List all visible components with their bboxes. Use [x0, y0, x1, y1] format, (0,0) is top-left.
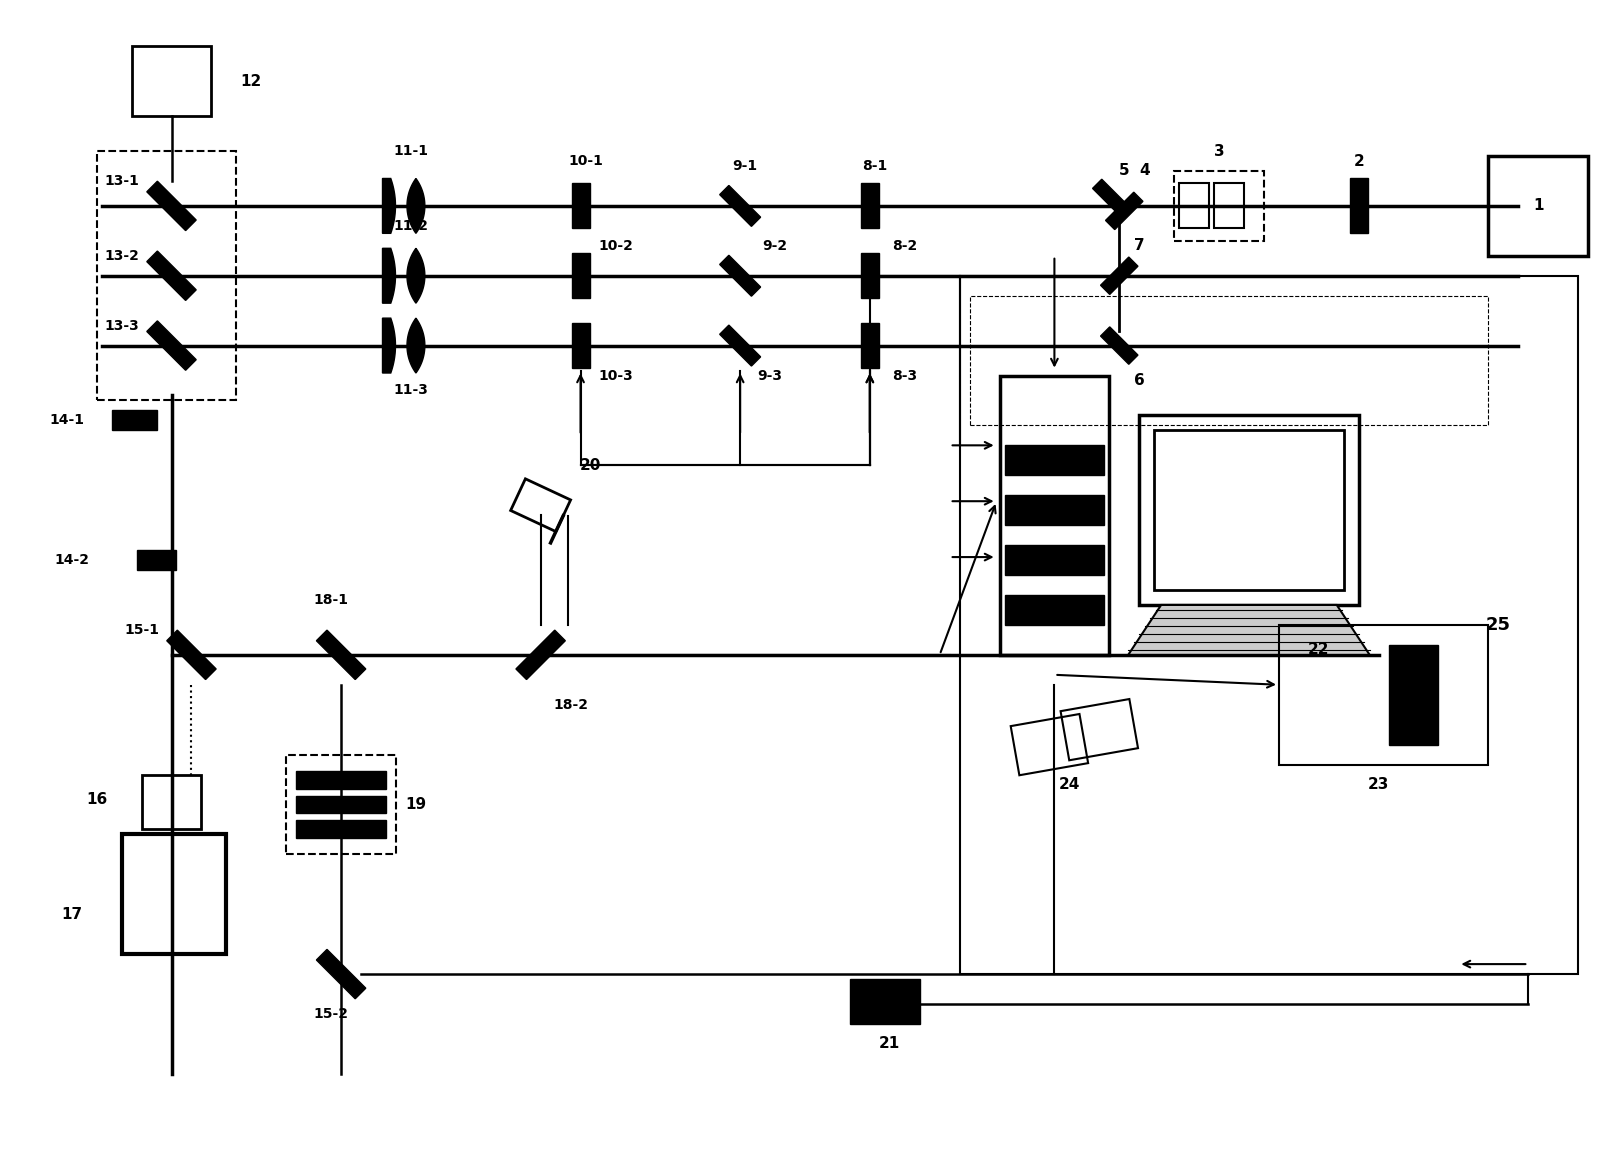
Bar [111, 410, 156, 430]
Polygon shape [383, 248, 396, 303]
Text: 22: 22 [1307, 643, 1330, 657]
Polygon shape [167, 630, 216, 679]
Text: 1: 1 [1533, 199, 1544, 214]
Text: 5: 5 [1119, 163, 1130, 179]
Bar [1174, 172, 1264, 241]
Bar [1214, 183, 1245, 228]
Bar [142, 774, 201, 830]
Bar [1000, 376, 1109, 654]
Bar [132, 46, 211, 116]
Text: 9-1: 9-1 [733, 159, 758, 173]
Polygon shape [147, 251, 196, 301]
Bar [572, 183, 589, 228]
Text: 23: 23 [1368, 777, 1389, 792]
Text: 4: 4 [1138, 163, 1150, 179]
Bar [861, 183, 879, 228]
Text: 18-2: 18-2 [554, 698, 588, 712]
Bar [1154, 430, 1344, 590]
Bar [296, 771, 386, 788]
Text: 14-2: 14-2 [55, 553, 89, 568]
Bar [861, 254, 879, 298]
Text: 10-2: 10-2 [597, 239, 633, 253]
Polygon shape [1093, 180, 1130, 216]
Bar [1005, 545, 1104, 575]
Bar [1179, 183, 1209, 228]
Text: 15-2: 15-2 [314, 1007, 349, 1021]
Bar [1388, 645, 1438, 745]
Text: 20: 20 [580, 458, 601, 472]
Text: 2: 2 [1354, 154, 1364, 168]
Text: 6: 6 [1133, 372, 1145, 388]
Polygon shape [1101, 257, 1138, 295]
Text: 10-1: 10-1 [568, 154, 604, 168]
Polygon shape [407, 179, 425, 234]
Bar [137, 550, 177, 570]
Polygon shape [720, 255, 760, 296]
Bar [287, 754, 396, 854]
Text: 19: 19 [406, 797, 427, 812]
Text: 16: 16 [85, 792, 108, 807]
Text: 13-3: 13-3 [105, 318, 138, 333]
Bar [97, 152, 237, 401]
Polygon shape [1106, 193, 1143, 229]
Bar [296, 820, 386, 839]
Text: 13-1: 13-1 [105, 174, 138, 188]
Polygon shape [1101, 327, 1138, 364]
Text: 12: 12 [240, 74, 262, 88]
Bar [1005, 595, 1104, 625]
Polygon shape [407, 318, 425, 372]
Text: 3: 3 [1214, 143, 1224, 159]
Bar [1140, 416, 1359, 605]
Bar [1488, 156, 1587, 256]
Polygon shape [383, 179, 396, 234]
Polygon shape [720, 325, 760, 367]
Bar [1278, 625, 1488, 765]
Bar [861, 323, 879, 368]
Polygon shape [317, 949, 365, 999]
Bar [122, 834, 227, 954]
Polygon shape [515, 630, 565, 679]
Bar [1005, 445, 1104, 475]
Bar [969, 296, 1488, 425]
Text: 11-1: 11-1 [393, 145, 428, 157]
Text: 7: 7 [1133, 239, 1145, 254]
Text: 8-1: 8-1 [863, 159, 887, 173]
Text: 13-2: 13-2 [105, 249, 138, 263]
Polygon shape [147, 321, 196, 370]
Text: 17: 17 [61, 907, 82, 921]
Text: 8-3: 8-3 [892, 369, 918, 383]
Polygon shape [147, 181, 196, 230]
Text: 10-3: 10-3 [597, 369, 633, 383]
Bar [296, 795, 386, 813]
Polygon shape [407, 248, 425, 303]
Text: 9-2: 9-2 [763, 239, 787, 253]
Bar [572, 254, 589, 298]
Bar [572, 323, 589, 368]
Bar [850, 979, 919, 1023]
Polygon shape [383, 318, 396, 372]
Text: 21: 21 [879, 1036, 900, 1052]
Polygon shape [317, 630, 365, 679]
Polygon shape [720, 186, 760, 227]
Text: 11-3: 11-3 [393, 383, 428, 397]
Bar [1349, 179, 1367, 234]
Text: 11-2: 11-2 [393, 219, 428, 233]
Text: 9-3: 9-3 [758, 369, 782, 383]
Text: 8-2: 8-2 [892, 239, 918, 253]
Text: 14-1: 14-1 [50, 414, 84, 428]
Text: 25: 25 [1486, 616, 1510, 633]
Text: 15-1: 15-1 [124, 623, 159, 637]
Bar [1005, 495, 1104, 525]
Text: 18-1: 18-1 [314, 593, 349, 607]
Text: 24: 24 [1059, 777, 1080, 792]
Polygon shape [1129, 605, 1370, 654]
Bar [960, 276, 1578, 974]
